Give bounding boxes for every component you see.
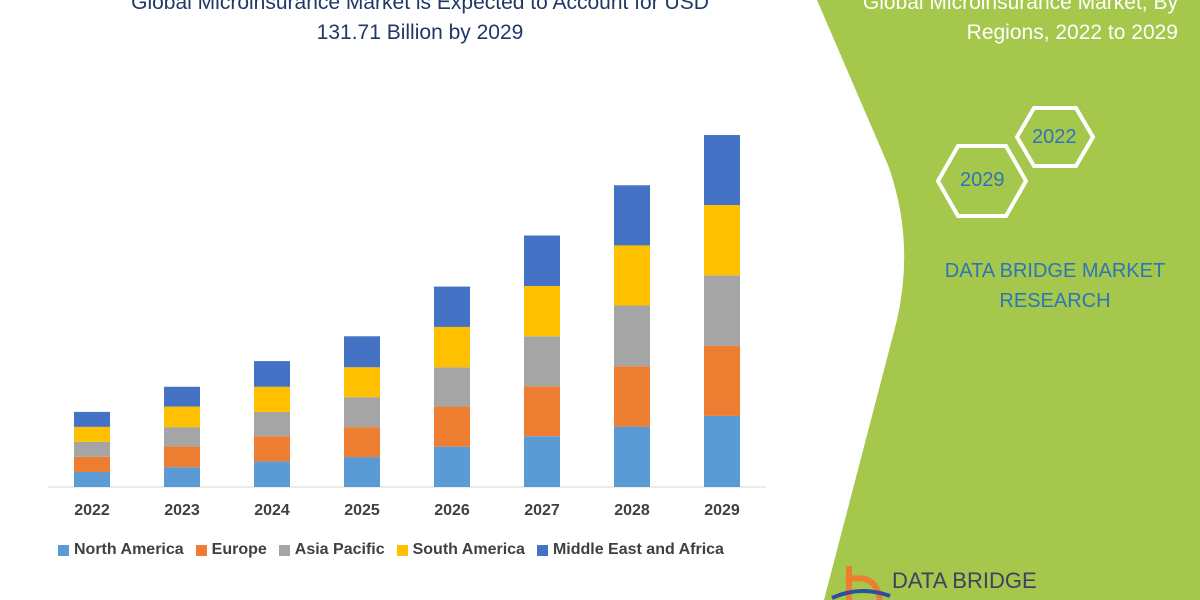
bar-segment-2025-2 <box>344 397 380 428</box>
side-panel-title: Global Microinsurance Market, By Regions… <box>818 0 1178 48</box>
legend-swatch <box>536 544 548 556</box>
bar-segment-2025-1 <box>344 427 380 458</box>
bar-segment-2026-3 <box>434 326 470 368</box>
legend-label: Asia Pacific <box>294 541 385 558</box>
bar-segment-2026-4 <box>434 286 470 327</box>
legend-item: Asia Pacific <box>278 541 385 559</box>
green-panel <box>817 0 1200 600</box>
hex-label-2029: 2029 <box>960 169 1005 191</box>
bar-segment-2022-4 <box>74 411 110 427</box>
bar-segment-2026-1 <box>434 406 470 447</box>
brand-text: DATA BRIDGE MARKET RESEARCH <box>910 256 1200 316</box>
bar-segment-2023-1 <box>164 446 200 468</box>
hexagon-2022 <box>1014 106 1096 168</box>
bar-segment-2024-2 <box>254 411 290 437</box>
legend: North America Europe Asia Pacific South Ame… <box>58 541 724 559</box>
side-title-line-1: Global Microinsurance Market, By <box>862 0 1178 14</box>
logo-icon <box>831 566 891 600</box>
title-line-1: Global Microinsurance Market is Expected… <box>131 0 709 14</box>
bar-segment-2029-4 <box>704 135 740 206</box>
legend-item: South America <box>396 541 525 559</box>
bars-group <box>74 135 740 487</box>
brand-line-1: DATA BRIDGE MARKET <box>944 260 1166 282</box>
legend-item: Europe <box>195 541 267 559</box>
bar-segment-2028-0 <box>614 426 650 487</box>
legend-label: Europe <box>211 541 267 558</box>
bar-segment-2025-4 <box>344 336 380 368</box>
bar-segment-2023-2 <box>164 427 200 447</box>
bar-segment-2025-3 <box>344 367 380 398</box>
bar-segment-2024-1 <box>254 436 290 462</box>
brand-line-2: RESEARCH <box>999 290 1111 312</box>
bar-segment-2027-2 <box>524 336 560 387</box>
x-tick-label: 2023 <box>164 502 200 519</box>
bar-segment-2028-2 <box>614 305 650 367</box>
legend-swatch <box>396 544 408 556</box>
legend-label: North America <box>74 541 184 558</box>
x-tick-label: 2027 <box>524 502 560 519</box>
bar-segment-2029-0 <box>704 415 740 487</box>
bar-segment-2023-3 <box>164 406 200 428</box>
legend-label: Middle East and Africa <box>552 541 724 558</box>
bar-segment-2028-3 <box>614 245 650 306</box>
bar-segment-2022-2 <box>74 441 110 457</box>
bar-segment-2029-1 <box>704 345 740 416</box>
legend-swatch <box>195 544 207 556</box>
bar-segment-2027-3 <box>524 286 560 337</box>
bar-segment-2026-2 <box>434 367 470 407</box>
legend-item: Middle East and Africa <box>536 541 724 559</box>
bar-segment-2028-1 <box>614 366 650 427</box>
bar-segment-2029-2 <box>704 275 740 346</box>
title-line-2: 131.71 Billion by 2029 <box>316 21 524 44</box>
side-title-line-2: Regions, 2022 to 2029 <box>966 21 1178 44</box>
bar-segment-2027-1 <box>524 386 560 437</box>
x-tick-label: 2028 <box>614 502 650 519</box>
logo-text: DATA BRIDGE <box>892 568 1037 593</box>
bar-segment-2028-4 <box>614 185 650 246</box>
bar-segment-2024-0 <box>254 461 290 487</box>
bar-segment-2023-4 <box>164 386 200 407</box>
hex-label-2022: 2022 <box>1032 126 1077 148</box>
bar-segment-2023-0 <box>164 467 200 487</box>
hexagon-2029 <box>935 144 1029 218</box>
bar-segment-2024-3 <box>254 386 290 412</box>
bar-segment-2022-1 <box>74 456 110 473</box>
bar-segment-2027-4 <box>524 235 560 287</box>
legend-swatch <box>58 544 69 556</box>
legend-label: South America <box>412 541 525 558</box>
legend-swatch <box>278 544 290 556</box>
bar-segment-2022-0 <box>74 472 110 487</box>
bar-segment-2027-0 <box>524 436 560 487</box>
chart-title: Global Microinsurance Market is Expected… <box>60 0 780 48</box>
x-tick-label: 2024 <box>254 502 290 519</box>
x-tick-label: 2025 <box>344 502 380 519</box>
bar-segment-2025-0 <box>344 457 380 487</box>
bar-segment-2022-3 <box>74 426 110 442</box>
legend-item: North America <box>58 541 184 559</box>
x-tick-label: 2029 <box>704 502 740 519</box>
bar-segment-2026-0 <box>434 446 470 487</box>
bar-segment-2029-3 <box>704 205 740 276</box>
x-tick-label: 2026 <box>434 502 470 519</box>
x-tick-label: 2022 <box>74 502 110 519</box>
bar-segment-2024-4 <box>254 361 290 387</box>
